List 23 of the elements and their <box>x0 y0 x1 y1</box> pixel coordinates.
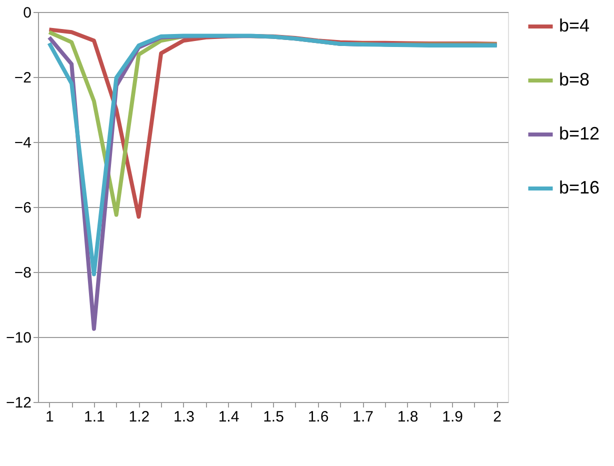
legend-label: b=8 <box>559 70 590 90</box>
x-tick-label: 1.2 <box>128 408 150 426</box>
x-tick-label: 1.1 <box>84 408 105 426</box>
x-tick-label: 1.7 <box>352 408 374 426</box>
y-tick-label: −12 <box>6 394 32 412</box>
x-tick-label: 1.3 <box>174 408 194 426</box>
x-tick-label: 2 <box>493 408 502 426</box>
y-tick-label: −2 <box>14 70 32 86</box>
x-tick-label: 1.5 <box>263 408 284 426</box>
y-tick-label: −4 <box>14 134 32 152</box>
line-series <box>47 34 499 276</box>
x-tick-label: 1.8 <box>397 408 418 426</box>
y-tick-label: −8 <box>14 264 32 282</box>
x-tick-label: 1.6 <box>308 408 329 426</box>
x-tick-label: 1 <box>46 408 54 426</box>
y-tick-label: 0 <box>23 4 32 22</box>
legend-label: b=4 <box>559 16 590 36</box>
y-tick-label: −10 <box>6 330 32 346</box>
x-tick-label: 1.9 <box>442 408 463 426</box>
legend-label: b=12 <box>559 124 600 144</box>
legend-label: b=16 <box>559 178 600 198</box>
x-tick-label: 1.4 <box>218 408 240 426</box>
y-tick-label: −6 <box>14 200 32 216</box>
